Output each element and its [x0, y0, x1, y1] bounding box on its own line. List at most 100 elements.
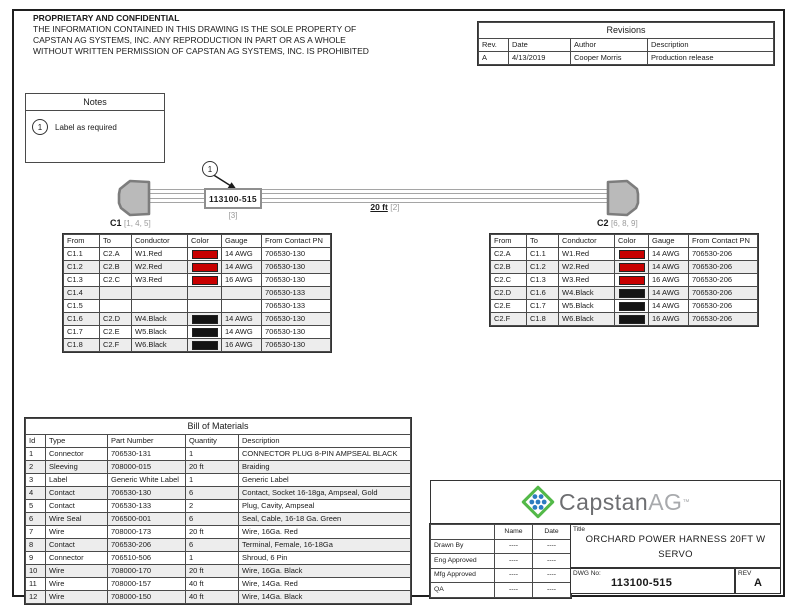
table-cell: 6: [185, 538, 239, 552]
table-cell: ----: [494, 582, 533, 598]
table-cell: [187, 247, 222, 261]
revisions-title: Revisions: [477, 22, 775, 39]
table-cell: C1.1: [63, 247, 100, 261]
table-row: 3 Label Generic White Label 1 Generic Label: [25, 473, 412, 487]
table-cell: C2.B: [99, 260, 132, 274]
table-cell: 14 AWG: [648, 260, 689, 274]
table-cell: 706530-130: [261, 312, 331, 326]
table-row: 2 Sleeving 708000-015 20 ft Braiding: [25, 460, 412, 474]
table-cell: 708000-015: [107, 460, 186, 474]
table-cell: 6: [185, 486, 239, 500]
table-cell: 706530-133: [261, 286, 331, 300]
table-cell: [614, 260, 649, 274]
table-row: C2.C C1.3 W3.Red 16 AWG 706530-206: [490, 273, 758, 287]
table-cell: A: [478, 51, 509, 65]
table-cell: [221, 286, 262, 300]
connector-c1-shape: [117, 179, 151, 217]
table-cell: C1.7: [526, 299, 559, 313]
table-row: C1.7 C2.E W5.Black 14 AWG 706530-130: [63, 325, 331, 339]
table-cell: 1: [185, 447, 239, 461]
table-cell: Wire: [45, 577, 108, 591]
table-cell: 14 AWG: [221, 247, 262, 261]
table-cell: C2.B: [490, 260, 527, 274]
table-cell: Gauge: [221, 234, 262, 248]
table-cell: W5.Black: [131, 325, 188, 339]
c2-refs: [6, 8, 9]: [611, 219, 638, 228]
table-cell: Quantity: [185, 434, 239, 448]
harness-label-ref: [3]: [228, 211, 238, 220]
table-cell: 14 AWG: [648, 247, 689, 261]
table-cell: 14 AWG: [221, 260, 262, 274]
table-cell: Contact, Socket 16-18ga, Ampseal, Gold: [237, 486, 412, 500]
table-header-row: From To Conductor Color Gauge From Contact PN: [490, 234, 758, 248]
brand-tm: ™: [682, 498, 690, 506]
dwg-number-cell: DWG No: 113100-515: [570, 568, 735, 594]
drawing-title-line1: ORCHARD POWER HARNESS 20FT W: [585, 534, 766, 545]
table-cell: 6: [25, 512, 46, 526]
table-cell: C1.8: [63, 338, 100, 352]
table-cell: W2.Red: [558, 260, 615, 274]
table-row: 9 Connector 706510-506 1 Shroud, 6 Pin: [25, 551, 412, 565]
table-cell: W4.Black: [558, 286, 615, 300]
black-wire-color-swatch: [618, 314, 645, 324]
table-cell: Production release: [646, 51, 775, 65]
table-cell: Braiding: [237, 460, 412, 474]
table-cell: [187, 260, 222, 274]
table-cell: 4: [25, 486, 46, 500]
table-cell: Eng Approved: [430, 553, 495, 569]
black-wire-color-swatch: [191, 340, 218, 350]
table-cell: Id: [25, 434, 46, 448]
table-cell: 706530-206: [107, 538, 186, 552]
table-cell: [187, 286, 222, 300]
table-cell: C1.3: [63, 273, 100, 287]
table-cell: 708000-157: [107, 577, 186, 591]
table-cell: 706530-130: [261, 325, 331, 339]
harness-length: 20 ft [2]: [330, 202, 440, 212]
table-cell: Part Number: [107, 434, 186, 448]
table-cell: Date: [508, 38, 571, 52]
red-wire-color-swatch: [191, 275, 218, 285]
approvals-row: Drawn By ---- ----: [430, 538, 571, 554]
table-cell: [614, 273, 649, 287]
bill-of-materials-table: Bill of Materials Id Type Part Number Quant…: [23, 417, 413, 605]
table-cell: C2.E: [490, 299, 527, 313]
cable-tube-top: [148, 189, 610, 194]
table-cell: Wire, 14Ga. Black: [237, 590, 412, 604]
table-row: 5 Contact 706530-133 2 Plug, Cavity, Ampseal: [25, 499, 412, 513]
table-cell: 708000-150: [107, 590, 186, 604]
table-row: 12 Wire 708000-150 40 ft Wire, 14Ga. Black: [25, 590, 412, 604]
table-cell: W6.Black: [131, 338, 188, 352]
rev-cell: REV A: [735, 568, 781, 594]
table-cell: Terminal, Female, 16-18Ga: [237, 538, 412, 552]
table-cell: ----: [494, 567, 533, 583]
table-cell: C1.1: [526, 247, 559, 261]
table-cell: From Contact PN: [261, 234, 331, 248]
table-cell: C2.A: [490, 247, 527, 261]
table-cell: W3.Red: [131, 273, 188, 287]
table-cell: Contact: [45, 499, 108, 513]
approvals-name-header: Name: [494, 524, 533, 540]
table-cell: 706530-130: [107, 486, 186, 500]
notes-box: Notes 1 Label as required: [25, 93, 165, 163]
cable-tube-bottom: [148, 198, 610, 203]
harness-part-label: 113100-515: [204, 188, 262, 209]
table-cell: 1: [185, 473, 239, 487]
drawing-title-line2: SERVO: [658, 549, 693, 560]
note-text: Label as required: [55, 122, 117, 132]
table-cell: [131, 299, 188, 313]
table-cell: Cooper Morris: [570, 51, 648, 65]
approvals-date-header: Date: [532, 524, 571, 540]
table-cell: To: [526, 234, 559, 248]
title-label: Title: [573, 526, 586, 533]
table-row: C1.2 C2.B W2.Red 14 AWG 706530-130: [63, 260, 331, 274]
table-cell: C1.2: [526, 260, 559, 274]
table-cell: C1.4: [63, 286, 100, 300]
table-cell: C1.3: [526, 273, 559, 287]
table-row: C2.E C1.7 W5.Black 14 AWG 706530-206: [490, 299, 758, 313]
approvals-row: QA ---- ----: [430, 582, 571, 598]
table-cell: 706530-130: [261, 260, 331, 274]
table-cell: C1.8: [526, 312, 559, 326]
table-cell: [221, 299, 262, 313]
table-cell: 20 ft: [185, 525, 239, 539]
table-cell: Generic White Label: [107, 473, 186, 487]
